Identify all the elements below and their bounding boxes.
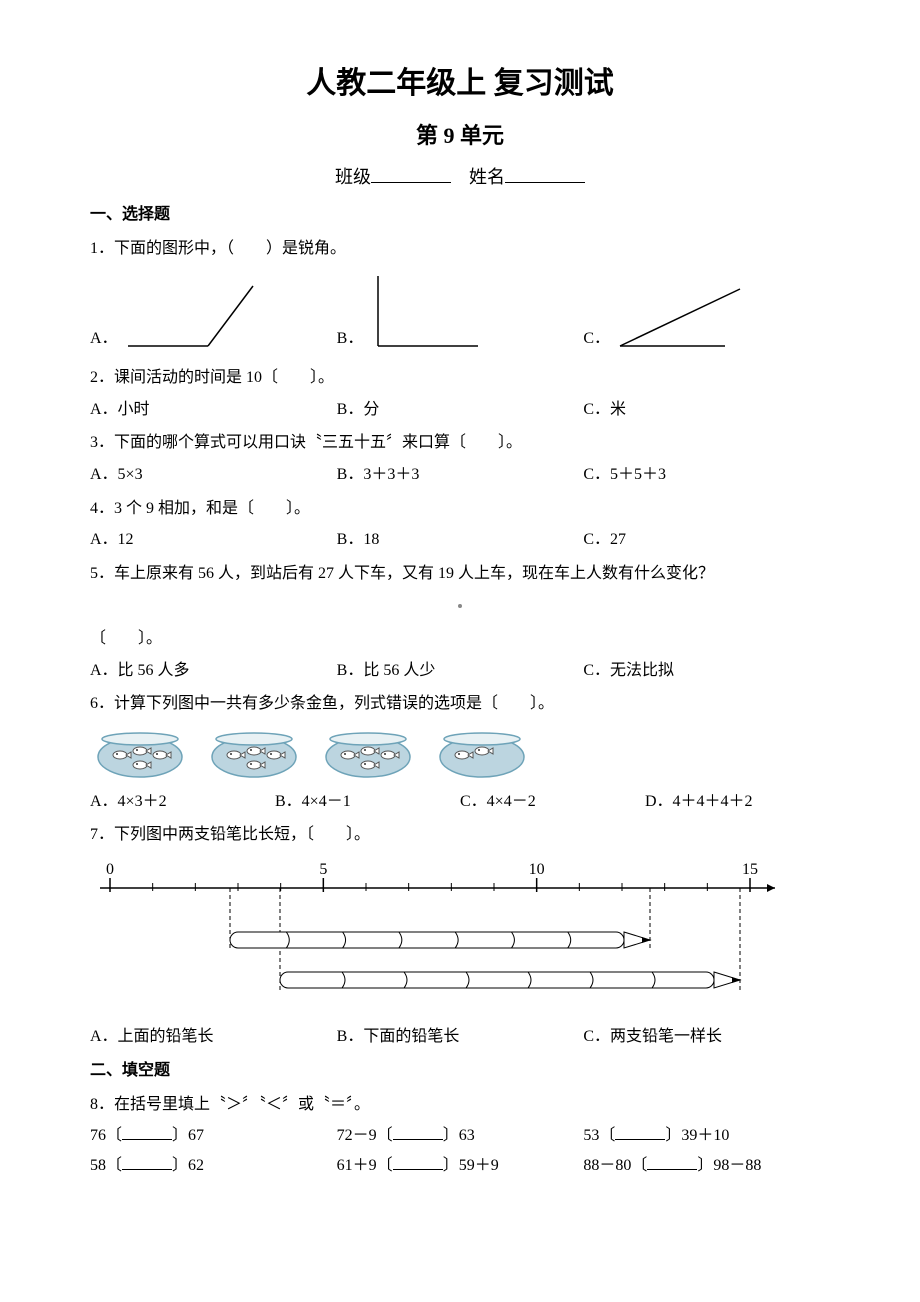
- right-angle-icon: [363, 271, 483, 351]
- fill-blank[interactable]: [122, 1123, 172, 1140]
- name-blank[interactable]: [505, 164, 585, 183]
- q8-r1-a: 76〔〕67: [90, 1123, 337, 1149]
- fill-blank[interactable]: [615, 1123, 665, 1140]
- section-2-heading: 二、填空题: [90, 1058, 830, 1084]
- q4-opt-a[interactable]: A．12: [90, 527, 337, 553]
- q5-opt-a[interactable]: A．比 56 人多: [90, 658, 337, 684]
- fishbowl-icon: [432, 725, 532, 781]
- q2-options: A．小时 B．分 C．米: [90, 397, 830, 423]
- q7-opt-b[interactable]: B．下面的铅笔长: [337, 1024, 584, 1050]
- q5-options: A．比 56 人多 B．比 56 人少 C．无法比拟: [90, 658, 830, 684]
- q4-opt-b[interactable]: B．18: [337, 527, 584, 553]
- q1-options: A． B． C．: [90, 271, 830, 351]
- q6-text: 6．计算下列图中一共有多少条金鱼，列式错误的选项是〔 〕。: [90, 691, 830, 717]
- q1-b-label: B．: [337, 326, 364, 352]
- q3-opt-b[interactable]: B．3＋3＋3: [337, 462, 584, 488]
- q2-opt-c[interactable]: C．米: [583, 397, 830, 423]
- q7-opt-c[interactable]: C．两支铅笔一样长: [583, 1024, 830, 1050]
- q8-r2-b: 61＋9〔〕59＋9: [337, 1153, 584, 1179]
- q8-r1-c: 53〔〕39＋10: [583, 1123, 830, 1149]
- q5-opt-b[interactable]: B．比 56 人少: [337, 658, 584, 684]
- q7-text: 7．下列图中两支铅笔比长短，〔 〕。: [90, 822, 830, 848]
- ruler-pencils-icon: 0 5 10 15: [90, 858, 790, 1008]
- svg-text:15: 15: [742, 861, 758, 878]
- q2-opt-a[interactable]: A．小时: [90, 397, 337, 423]
- q1-opt-b[interactable]: B．: [337, 271, 584, 351]
- q4-options: A．12 B．18 C．27: [90, 527, 830, 553]
- name-label: 姓名: [469, 167, 505, 187]
- q6-options: A．4×3＋2 B．4×4－1 C．4×4－2 D．4＋4＋4＋2: [90, 789, 830, 815]
- name-line: 班级 姓名: [90, 163, 830, 192]
- q1-opt-c[interactable]: C．: [583, 281, 830, 351]
- obtuse-angle-icon: [118, 281, 258, 351]
- q3-opt-c[interactable]: C．5＋5＋3: [583, 462, 830, 488]
- q8-r2-c: 88－80〔〕98－88: [583, 1153, 830, 1179]
- section-1-heading: 一、选择题: [90, 202, 830, 228]
- class-blank[interactable]: [371, 164, 451, 183]
- q8-text: 8．在括号里填上〝＞〞〝＜〞或〝＝〞。: [90, 1092, 830, 1118]
- q5-text2: 〔 〕。: [90, 626, 830, 652]
- q8-r2-a: 58〔〕62: [90, 1153, 337, 1179]
- q7-opt-a[interactable]: A．上面的铅笔长: [90, 1024, 337, 1050]
- q8-row1: 76〔〕67 72－9〔〕63 53〔〕39＋10: [90, 1123, 830, 1149]
- fishbowl-icon: [204, 725, 304, 781]
- q1-opt-a[interactable]: A．: [90, 281, 337, 351]
- q1-c-label: C．: [583, 326, 610, 352]
- q1-a-label: A．: [90, 326, 118, 352]
- q5-text: 5．车上原来有 56 人，到站后有 27 人下车，又有 19 人上车，现在车上人…: [90, 561, 830, 587]
- q6-opt-c[interactable]: C．4×4－2: [460, 789, 645, 815]
- fill-blank[interactable]: [393, 1153, 443, 1170]
- q2-opt-b[interactable]: B．分: [337, 397, 584, 423]
- q3-text: 3．下面的哪个算式可以用口诀〝三五十五〞来口算〔 〕。: [90, 430, 830, 456]
- q6-opt-b[interactable]: B．4×4－1: [275, 789, 460, 815]
- q6-opt-d[interactable]: D．4＋4＋4＋2: [645, 789, 830, 815]
- q7-figure: 0 5 10 15: [90, 858, 830, 1017]
- fishbowl-icon: [318, 725, 418, 781]
- svg-text:5: 5: [319, 861, 327, 878]
- svg-text:0: 0: [106, 861, 114, 878]
- page-title: 人教二年级上 复习测试: [90, 60, 830, 108]
- q4-text: 4．3 个 9 相加，和是〔 〕。: [90, 496, 830, 522]
- page-subtitle: 第 9 单元: [90, 118, 830, 153]
- q6-opt-a[interactable]: A．4×3＋2: [90, 789, 275, 815]
- acute-angle-icon: [610, 281, 750, 351]
- q8-row2: 58〔〕62 61＋9〔〕59＋9 88－80〔〕98－88: [90, 1153, 830, 1179]
- q8-r1-b: 72－9〔〕63: [337, 1123, 584, 1149]
- q6-fishbowls: [90, 725, 830, 781]
- q5-dot: [90, 592, 830, 618]
- fill-blank[interactable]: [647, 1153, 697, 1170]
- q2-text: 2．课间活动的时间是 10〔 〕。: [90, 365, 830, 391]
- class-label: 班级: [335, 167, 371, 187]
- q7-options: A．上面的铅笔长 B．下面的铅笔长 C．两支铅笔一样长: [90, 1024, 830, 1050]
- fill-blank[interactable]: [122, 1153, 172, 1170]
- q3-options: A．5×3 B．3＋3＋3 C．5＋5＋3: [90, 462, 830, 488]
- fishbowl-icon: [90, 725, 190, 781]
- q1-text: 1．下面的图形中，（ ）是锐角。: [90, 236, 830, 262]
- q5-opt-c[interactable]: C．无法比拟: [583, 658, 830, 684]
- fill-blank[interactable]: [393, 1123, 443, 1140]
- q4-opt-c[interactable]: C．27: [583, 527, 830, 553]
- svg-text:10: 10: [529, 861, 545, 878]
- q3-opt-a[interactable]: A．5×3: [90, 462, 337, 488]
